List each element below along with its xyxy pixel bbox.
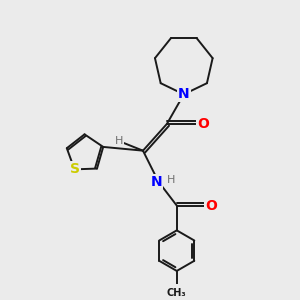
Text: CH₃: CH₃ [167, 288, 187, 298]
Text: N: N [150, 175, 162, 189]
Text: O: O [205, 199, 217, 213]
Text: H: H [115, 136, 123, 146]
Text: H: H [167, 175, 175, 185]
Text: N: N [178, 87, 190, 101]
Text: O: O [198, 117, 209, 131]
Text: S: S [70, 162, 80, 176]
